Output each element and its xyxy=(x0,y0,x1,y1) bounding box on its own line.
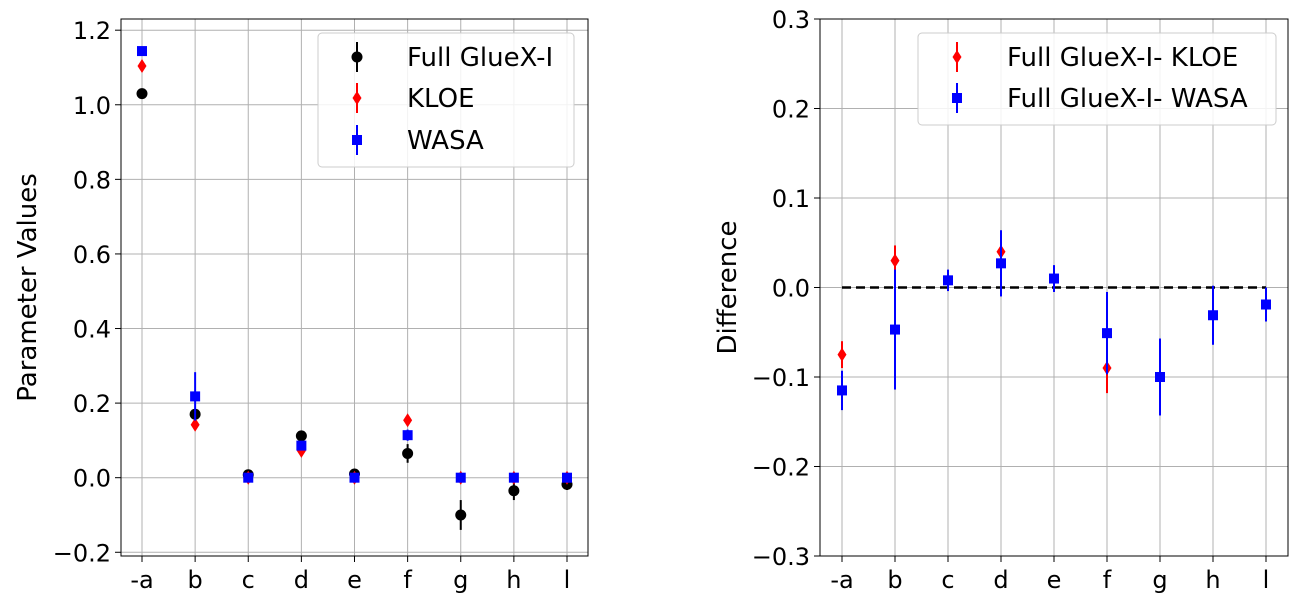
data-point xyxy=(295,430,307,442)
data-point xyxy=(349,472,360,483)
data-point xyxy=(137,46,147,57)
x-tick-label: c xyxy=(941,566,954,594)
y-axis-label: Difference xyxy=(713,220,743,354)
legend-box xyxy=(317,32,575,168)
y-tick-label: −0.2 xyxy=(53,539,111,567)
x-tick-label: -a xyxy=(830,566,853,594)
legend-entry: Full GlueX-I- WASA xyxy=(1007,84,1248,114)
series-full-gluex-i-wasa xyxy=(837,230,1271,416)
legend-marker xyxy=(352,135,362,145)
data-point xyxy=(890,324,900,335)
data-point xyxy=(243,472,254,483)
legend-box xyxy=(917,32,1277,126)
data-point xyxy=(190,417,200,432)
x-tick-label: h xyxy=(506,566,521,594)
x-tick-label: d xyxy=(294,566,309,594)
legend-entry: Full GlueX-I- KLOE xyxy=(1007,43,1238,73)
y-tick-label: 0.4 xyxy=(73,316,111,344)
data-point xyxy=(1261,299,1271,310)
y-tick-label: 1.0 xyxy=(73,92,111,120)
data-point xyxy=(1208,310,1218,321)
data-point xyxy=(1155,372,1165,382)
legend: Full GlueX-I KLOE WASA xyxy=(317,32,575,168)
y-tick-label: 0.2 xyxy=(772,96,810,124)
x-tick-label: b xyxy=(887,566,902,594)
data-point xyxy=(296,440,307,451)
x-tick-label: e xyxy=(347,566,362,594)
data-point xyxy=(1049,273,1059,284)
x-tick-label: e xyxy=(1047,566,1062,594)
data-point xyxy=(190,391,201,402)
y-tick-label: 1.2 xyxy=(73,17,111,45)
legend: Full GlueX-I- KLOE Full GlueX-I- WASA xyxy=(917,32,1277,126)
data-point xyxy=(562,472,572,483)
x-tick-label: g xyxy=(453,566,468,594)
data-point xyxy=(402,447,414,459)
left-chart-parameter-values: -a b c d e f g h l −0.2 0.0 0.2 0.4 0.6 0.8 1.0 1.2 Param… xyxy=(13,17,589,594)
y-tick-label: −0.3 xyxy=(752,543,810,571)
y-tick-label: −0.1 xyxy=(752,364,810,392)
legend-marker xyxy=(952,93,962,103)
data-point xyxy=(136,88,148,100)
x-tick-label: f xyxy=(403,566,412,594)
data-point xyxy=(137,58,147,73)
right-chart-difference: -a b c d e f g h l −0.3 −0.2 −0.1 0.0 0.1 0.2 0.3 Differ… xyxy=(713,6,1289,594)
y-tick-label: 0.0 xyxy=(772,275,810,303)
x-tick-label: b xyxy=(188,566,203,594)
data-point xyxy=(402,430,413,441)
y-tick-label: 0.6 xyxy=(73,241,111,269)
y-tick-label: 0.0 xyxy=(73,465,111,493)
y-tick-label: 0.8 xyxy=(73,166,111,194)
legend-entry: Full GlueX-I xyxy=(407,43,553,73)
data-point xyxy=(943,275,953,286)
data-point xyxy=(508,485,520,497)
legend-entry: WASA xyxy=(407,126,484,156)
data-point xyxy=(1102,328,1112,339)
y-axis-label: Parameter Values xyxy=(13,173,43,401)
y-tick-label: −0.2 xyxy=(752,454,810,482)
series-full-gluex-i-kloe xyxy=(837,240,1112,394)
x-tick-label: d xyxy=(993,566,1008,594)
data-point xyxy=(996,258,1006,269)
legend-marker xyxy=(351,51,363,63)
y-tick-label: 0.1 xyxy=(772,185,810,213)
y-tick-label: 0.3 xyxy=(772,6,810,34)
data-point xyxy=(455,472,466,483)
x-tick-label: c xyxy=(242,566,255,594)
x-tick-label: l xyxy=(1263,566,1270,594)
x-tick-label: g xyxy=(1152,566,1167,594)
y-tick-label: 0.2 xyxy=(73,390,111,418)
legend-entry: KLOE xyxy=(407,84,475,114)
legend-marker xyxy=(352,91,362,105)
data-point xyxy=(890,253,900,268)
x-tick-label: -a xyxy=(130,566,153,594)
x-tick-label: l xyxy=(564,566,571,594)
data-point xyxy=(837,385,847,396)
x-tick-label: h xyxy=(1205,566,1220,594)
data-point xyxy=(837,347,847,362)
data-point xyxy=(403,413,413,428)
legend-marker xyxy=(952,50,962,64)
data-point xyxy=(508,472,519,483)
data-point xyxy=(455,509,467,521)
x-tick-label: f xyxy=(1103,566,1112,594)
series-wasa xyxy=(137,46,572,483)
